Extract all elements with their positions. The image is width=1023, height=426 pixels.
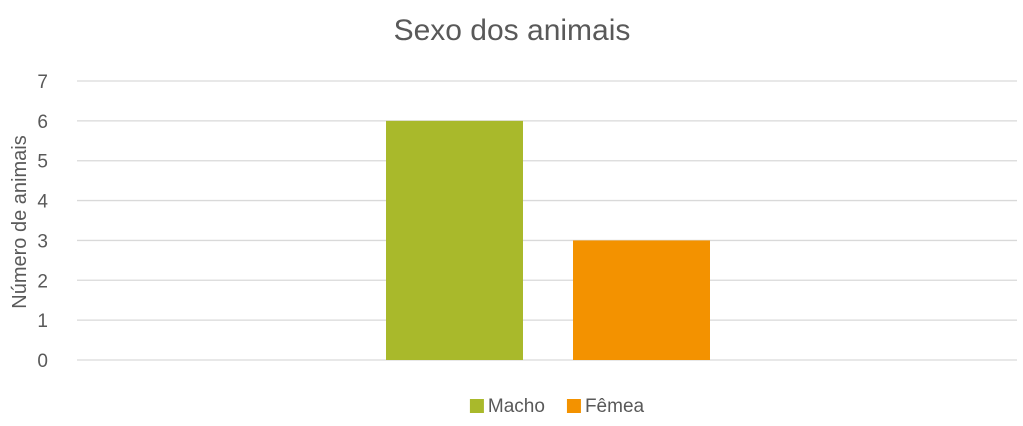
y-tick-label: 2 <box>37 271 48 292</box>
y-tick-label: 7 <box>37 72 48 93</box>
bar-fêmea <box>573 240 710 360</box>
y-axis-label: Número de animais <box>9 135 31 308</box>
legend-swatch-macho <box>469 399 484 413</box>
bar-macho <box>386 120 523 360</box>
y-tick-label: 6 <box>37 112 48 133</box>
y-tick-label: 5 <box>37 152 48 173</box>
y-tick-label: 3 <box>37 231 48 252</box>
chart-title: Sexo dos animais <box>394 14 631 47</box>
legend-label-fêmea: Fêmea <box>585 396 645 417</box>
y-tick-label: 0 <box>37 351 48 372</box>
legend-swatch-fêmea <box>566 399 581 413</box>
bars <box>386 120 710 360</box>
y-tick-label: 4 <box>37 192 48 213</box>
gridlines <box>77 80 1017 361</box>
y-axis-ticks: 0 1 2 3 4 5 6 7 <box>37 72 48 372</box>
y-tick-label: 1 <box>37 311 48 332</box>
legend-label-macho: Macho <box>488 396 545 417</box>
legend: Macho Fêmea <box>469 396 645 417</box>
